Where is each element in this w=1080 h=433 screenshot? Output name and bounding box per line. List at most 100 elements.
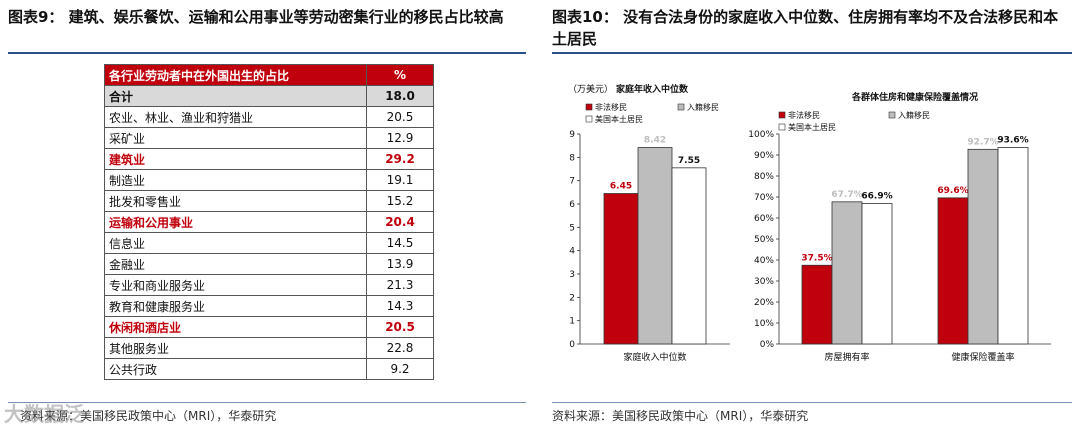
share-value-cell: 20.4 bbox=[366, 211, 434, 233]
industry-label-cell: 教育和健康服务业 bbox=[104, 295, 367, 317]
data-label: 93.6% bbox=[997, 135, 1028, 145]
industry-label-cell: 采矿业 bbox=[104, 127, 367, 149]
table-row: 专业和商业服务业 21.3 bbox=[104, 274, 434, 296]
industry-label-cell: 金融业 bbox=[104, 253, 367, 275]
legend-label: 非法移民 bbox=[788, 110, 820, 120]
table-row: 其他服务业 22.8 bbox=[104, 337, 434, 359]
bar bbox=[637, 147, 673, 345]
industry-label-cell: 信息业 bbox=[104, 232, 367, 254]
legend-swatch bbox=[888, 111, 896, 119]
legend-swatch bbox=[677, 103, 685, 111]
y-tick-label: 3 bbox=[569, 270, 575, 280]
y-tick-label: 60% bbox=[754, 214, 774, 224]
legend-label: 入籍移民 bbox=[898, 110, 930, 120]
bar bbox=[967, 148, 999, 345]
data-label: 92.7% bbox=[967, 137, 998, 147]
table-row: 金融业 13.9 bbox=[104, 253, 434, 275]
industry-label-cell: 建筑业 bbox=[104, 148, 367, 170]
y-tick-label: 70% bbox=[754, 193, 774, 203]
y-tick-label: 80% bbox=[754, 172, 774, 182]
x-category-label: 房屋拥有率 bbox=[824, 351, 869, 363]
table-row: 公共行政 9.2 bbox=[104, 358, 434, 380]
industry-label-cell: 其他服务业 bbox=[104, 337, 367, 359]
industry-label-cell: 专业和商业服务业 bbox=[104, 274, 367, 296]
y-tick-label: 40% bbox=[754, 256, 774, 266]
header-label-cell: 各行业劳动者中在外国出生的占比 bbox=[104, 64, 367, 86]
table-row: 制造业 19.1 bbox=[104, 169, 434, 191]
industry-label-cell: 运输和公用事业 bbox=[104, 211, 367, 233]
share-value-cell: 29.2 bbox=[366, 148, 434, 170]
bar bbox=[937, 197, 969, 345]
y-tick-label: 10% bbox=[754, 319, 774, 329]
data-label: 69.6% bbox=[937, 186, 968, 196]
table-row: 休闲和酒店业 20.5 bbox=[104, 316, 434, 338]
table-row: 运输和公用事业 20.4 bbox=[104, 211, 434, 233]
table-row: 采矿业 12.9 bbox=[104, 127, 434, 149]
y-tick-label: 1 bbox=[569, 317, 575, 327]
legend-swatch bbox=[585, 103, 593, 111]
share-value-cell: 9.2 bbox=[366, 358, 434, 380]
data-label: 37.5% bbox=[801, 253, 832, 263]
right-source-note: 资料来源：美国移民政策中心（MRI），华泰研究 bbox=[552, 409, 809, 423]
bar bbox=[831, 201, 863, 345]
x-category-label: 健康保险覆盖率 bbox=[951, 351, 1014, 363]
table-row: 批发和零售业 15.2 bbox=[104, 190, 434, 212]
table-header-row: 各行业劳动者中在外国出生的占比% bbox=[104, 64, 434, 86]
right-bottom-rule bbox=[552, 402, 1072, 403]
share-value-cell: 22.8 bbox=[366, 337, 434, 359]
data-label: 8.42 bbox=[644, 136, 666, 146]
y-tick-label: 8 bbox=[569, 153, 575, 163]
industry-label-cell: 休闲和酒店业 bbox=[104, 316, 367, 338]
unit-label: （万美元） bbox=[568, 83, 613, 95]
table-row: 农业、林业、渔业和狩猎业 20.5 bbox=[104, 106, 434, 128]
share-value-cell: 12.9 bbox=[366, 127, 434, 149]
share-value-cell: 15.2 bbox=[366, 190, 434, 212]
bar bbox=[801, 264, 833, 345]
y-tick-label: 2 bbox=[569, 293, 575, 303]
bar bbox=[997, 147, 1029, 345]
share-value-cell: 14.5 bbox=[366, 232, 434, 254]
y-tick-label: 4 bbox=[569, 247, 575, 257]
share-value-cell: 20.5 bbox=[366, 316, 434, 338]
legend-label: 入籍移民 bbox=[687, 102, 719, 112]
table-row: 建筑业 29.2 bbox=[104, 148, 434, 170]
chart-title: 各群体住房和健康保险覆盖情况 bbox=[851, 91, 978, 103]
y-tick-label: 0% bbox=[760, 340, 775, 350]
industry-label-cell: 公共行政 bbox=[104, 358, 367, 380]
y-tick-label: 20% bbox=[754, 298, 774, 308]
y-tick-label: 100% bbox=[748, 130, 774, 140]
left-top-rule bbox=[8, 52, 526, 54]
share-value-cell: 14.3 bbox=[366, 295, 434, 317]
left-source-note: 资料来源：美国移民政策中心（MRI），华泰研究 bbox=[20, 409, 277, 423]
legend-label: 美国本土居民 bbox=[595, 114, 643, 124]
share-value-cell: 20.5 bbox=[366, 106, 434, 128]
legend-swatch bbox=[585, 115, 593, 123]
watermark: 大数据泛 bbox=[4, 402, 84, 426]
right-figure-title: 图表10： 没有合法身份的家庭收入中位数、住房拥有率均不及合法移民和本土居民 bbox=[552, 8, 1059, 48]
industry-label-cell: 农业、林业、渔业和狩猎业 bbox=[104, 106, 367, 128]
share-value-cell: 19.1 bbox=[366, 169, 434, 191]
right-top-rule bbox=[552, 52, 1072, 54]
y-tick-label: 30% bbox=[754, 277, 774, 287]
data-label: 66.9% bbox=[861, 192, 892, 202]
header-value-cell: % bbox=[366, 64, 434, 86]
chart-title: 家庭年收入中位数 bbox=[616, 83, 689, 95]
data-label: 7.55 bbox=[678, 156, 700, 166]
legend-swatch bbox=[778, 123, 786, 131]
bar bbox=[671, 167, 707, 345]
y-tick-label: 7 bbox=[569, 177, 575, 187]
data-label: 67.7% bbox=[831, 190, 862, 200]
legend-label: 美国本土居民 bbox=[788, 122, 836, 132]
table-row: 合计 18.0 bbox=[104, 85, 434, 107]
x-category-label: 家庭收入中位数 bbox=[623, 351, 686, 363]
y-tick-label: 50% bbox=[754, 235, 774, 245]
left-figure-title: 图表9： 建筑、娱乐餐饮、运输和公用事业等劳动密集行业的移民占比较高 bbox=[8, 8, 504, 26]
table-row: 信息业 14.5 bbox=[104, 232, 434, 254]
legend-label: 非法移民 bbox=[595, 102, 627, 112]
y-tick-label: 9 bbox=[569, 130, 575, 140]
bar bbox=[603, 193, 639, 345]
left-bottom-rule bbox=[8, 402, 526, 403]
y-tick-label: 90% bbox=[754, 151, 774, 161]
